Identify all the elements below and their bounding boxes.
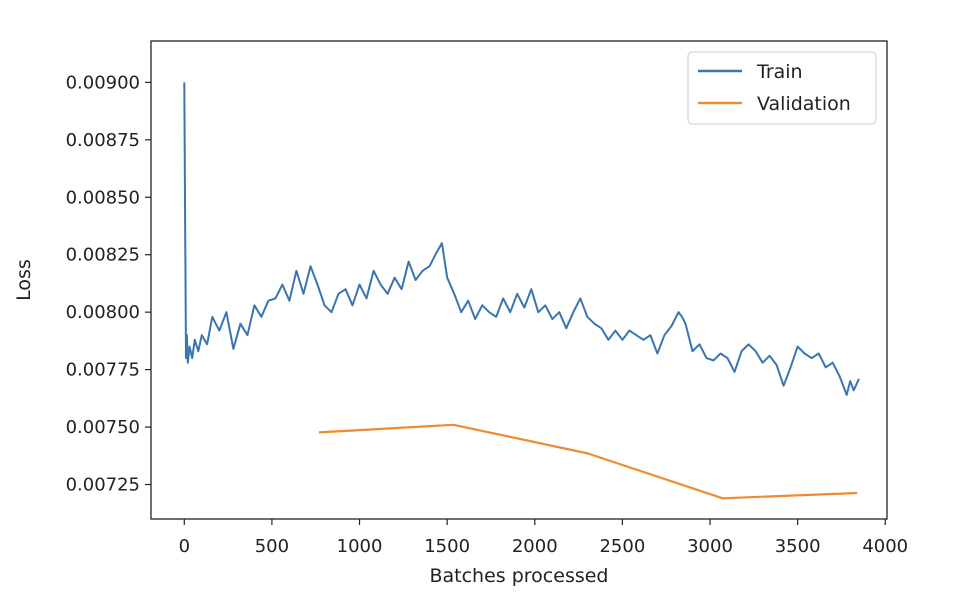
y-tick-label: 0.00775 — [66, 360, 140, 381]
x-axis: 0 500 1000 1500 2000 2500 3000 3500 4000 — [179, 519, 908, 557]
x-tick-label: 1500 — [424, 536, 470, 557]
legend-label-validation: Validation — [757, 93, 851, 115]
plot-area — [183, 82, 860, 500]
y-tick-label: 0.00900 — [66, 72, 140, 93]
y-axis-label: Loss — [13, 259, 35, 301]
legend: Train Validation — [687, 51, 877, 125]
x-tick-label: 3500 — [775, 536, 821, 557]
y-tick-label: 0.00750 — [66, 417, 140, 438]
x-axis-label: Batches processed — [429, 565, 608, 587]
plot-frame — [150, 40, 888, 520]
series-line-validation — [318, 423, 858, 500]
x-tick-label: 2000 — [512, 536, 558, 557]
y-tick-label: 0.00875 — [66, 130, 140, 151]
y-tick-label: 0.00825 — [66, 245, 140, 266]
series-line-train — [183, 82, 860, 396]
y-tick-label: 0.00725 — [66, 475, 140, 496]
x-tick-label: 3000 — [687, 536, 733, 557]
x-tick-label: 0 — [179, 536, 190, 557]
y-axis: 0.00725 0.00750 0.00775 0.00800 0.00825 0.008… — [66, 72, 151, 496]
y-tick-label: 0.00800 — [66, 302, 140, 323]
x-tick-label: 500 — [255, 536, 289, 557]
x-tick-label: 4000 — [862, 536, 908, 557]
legend-label-train: Train — [756, 61, 803, 83]
x-tick-label: 2500 — [599, 536, 645, 557]
x-tick-label: 1000 — [337, 536, 383, 557]
y-tick-label: 0.00850 — [66, 187, 140, 208]
